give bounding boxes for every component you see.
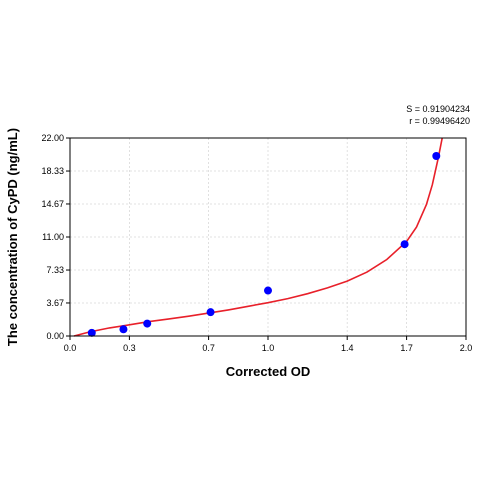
data-point bbox=[400, 240, 409, 249]
x-tick-label: 0.0 bbox=[64, 343, 77, 353]
fit-curve bbox=[73, 137, 443, 337]
data-points-layer bbox=[87, 152, 441, 337]
data-point bbox=[87, 328, 96, 337]
y-tick-label: 0.00 bbox=[46, 331, 64, 341]
y-tick-label: 3.67 bbox=[46, 298, 64, 308]
grid bbox=[70, 138, 466, 336]
y-tick-label: 11.00 bbox=[42, 232, 64, 242]
y-axis-title: The concentration of CyPD (ng/mL) bbox=[5, 128, 20, 346]
y-tick-label: 14.67 bbox=[41, 199, 64, 209]
data-point bbox=[264, 286, 272, 295]
data-point bbox=[119, 325, 128, 334]
x-tick-label: 1.4 bbox=[341, 343, 354, 353]
data-point bbox=[206, 308, 215, 317]
x-tick-label: 1.0 bbox=[262, 343, 275, 353]
x-tick-label: 0.3 bbox=[123, 343, 136, 353]
data-point bbox=[432, 152, 441, 160]
stat-r: r = 0.99496420 bbox=[409, 116, 470, 126]
x-axis-title: Corrected OD bbox=[226, 364, 311, 379]
axis-ticks: 0.0 0.3 0.7 1.0 1.4 1.7 2.0 0.00 3.67 7.33 11.00 14… bbox=[41, 133, 472, 353]
x-tick-label: 2.0 bbox=[460, 343, 473, 353]
y-tick-label: 22.00 bbox=[41, 133, 64, 143]
x-tick-label: 0.7 bbox=[202, 343, 215, 353]
stat-s: S = 0.91904234 bbox=[406, 104, 470, 114]
y-tick-label: 18.33 bbox=[41, 166, 64, 176]
data-point bbox=[143, 319, 152, 328]
y-tick-label: 7.33 bbox=[46, 265, 64, 275]
fit-statistics: S = 0.91904234 r = 0.99496420 bbox=[406, 104, 470, 126]
x-tick-label: 1.7 bbox=[400, 343, 413, 353]
fit-curve-layer bbox=[73, 137, 443, 337]
